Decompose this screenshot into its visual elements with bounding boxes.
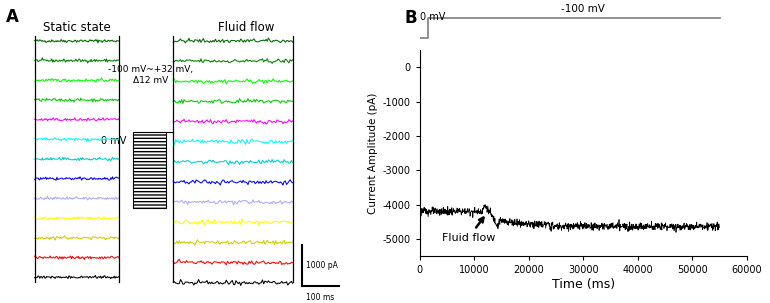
FancyBboxPatch shape [133, 132, 166, 208]
Text: -100 mV: -100 mV [561, 4, 605, 14]
Y-axis label: Current Amplitude (pA): Current Amplitude (pA) [368, 92, 378, 214]
Text: A: A [6, 8, 18, 25]
Text: 0 mV: 0 mV [420, 12, 445, 22]
Text: Fluid flow: Fluid flow [218, 21, 275, 34]
Text: 1000 pA: 1000 pA [306, 261, 338, 270]
Text: B: B [404, 9, 417, 27]
Text: -100 mV~+32 mV,
Δ12 mV: -100 mV~+32 mV, Δ12 mV [108, 65, 192, 85]
Text: 100 ms: 100 ms [306, 293, 335, 302]
Text: Fluid flow: Fluid flow [442, 218, 495, 243]
X-axis label: Time (ms): Time (ms) [552, 278, 614, 291]
Text: Static state: Static state [43, 21, 111, 34]
Text: 0 mV: 0 mV [101, 136, 126, 146]
